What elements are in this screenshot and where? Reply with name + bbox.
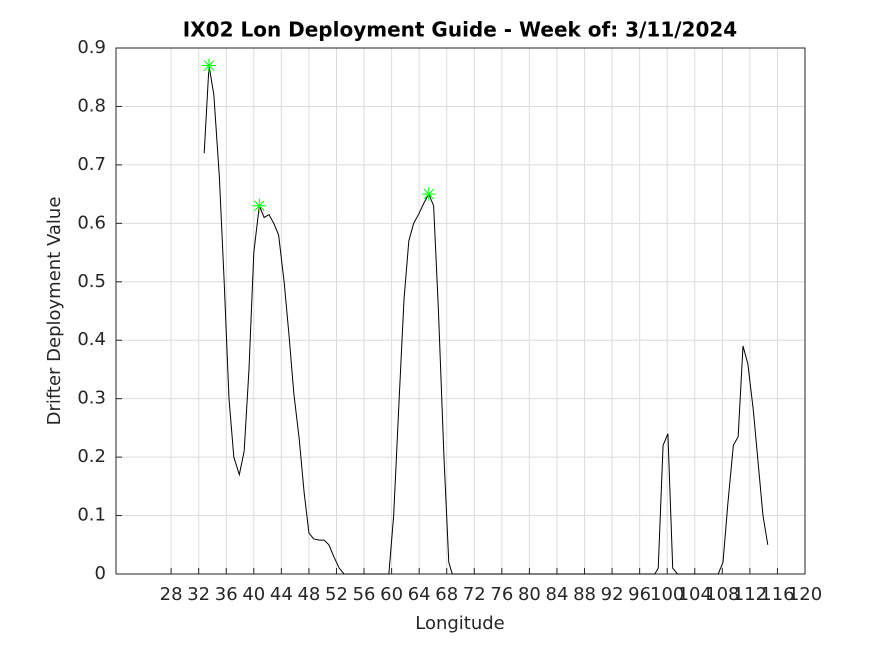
x-tick-label: 120 [788, 584, 822, 605]
x-tick-label: 44 [270, 584, 293, 605]
x-tick-label: 96 [628, 584, 651, 605]
y-axis-label: Drifter Deployment Value [44, 197, 65, 426]
chart-title: IX02 Lon Deployment Guide - Week of: 3/1… [183, 18, 737, 42]
x-tick-label: 76 [490, 584, 513, 605]
x-tick-label: 84 [546, 584, 569, 605]
x-tick-label: 52 [325, 584, 348, 605]
x-tick-label: 112 [733, 584, 767, 605]
y-tick-label: 0.2 [77, 446, 106, 467]
x-tick-label: 56 [353, 584, 376, 605]
x-tick-label: 36 [215, 584, 238, 605]
y-tick-label: 0.6 [77, 212, 106, 233]
x-tick-label: 72 [463, 584, 486, 605]
y-tick-label: 0.9 [77, 37, 106, 58]
y-tick-label: 0.5 [77, 271, 106, 292]
x-tick-label: 60 [380, 584, 403, 605]
x-tick-label: 100 [650, 584, 684, 605]
x-tick-label: 28 [160, 584, 183, 605]
y-tick-label: 0.4 [77, 329, 106, 350]
y-tick-label: 0.7 [77, 154, 106, 175]
peak-marker [421, 187, 436, 202]
x-axis-label: Longitude [415, 613, 505, 634]
x-tick-label: 40 [242, 584, 265, 605]
y-tick-label: 0.3 [77, 388, 106, 409]
y-tick-label: 0 [95, 563, 106, 584]
y-tick-label: 0.8 [77, 95, 106, 116]
data-line [203, 65, 769, 575]
x-tick-label: 88 [573, 584, 596, 605]
y-tick-label: 0.1 [77, 505, 106, 526]
x-tick-label: 108 [705, 584, 739, 605]
x-tick-label: 68 [435, 584, 458, 605]
x-tick-label: 104 [678, 584, 712, 605]
x-tick-label: 80 [518, 584, 541, 605]
peak-marker [252, 198, 267, 213]
x-tick-label: 32 [187, 584, 210, 605]
x-tick-label: 64 [408, 584, 431, 605]
x-tick-label: 92 [601, 584, 624, 605]
x-tick-label: 48 [297, 584, 320, 605]
peak-marker [202, 58, 217, 73]
x-tick-label: 116 [760, 584, 794, 605]
